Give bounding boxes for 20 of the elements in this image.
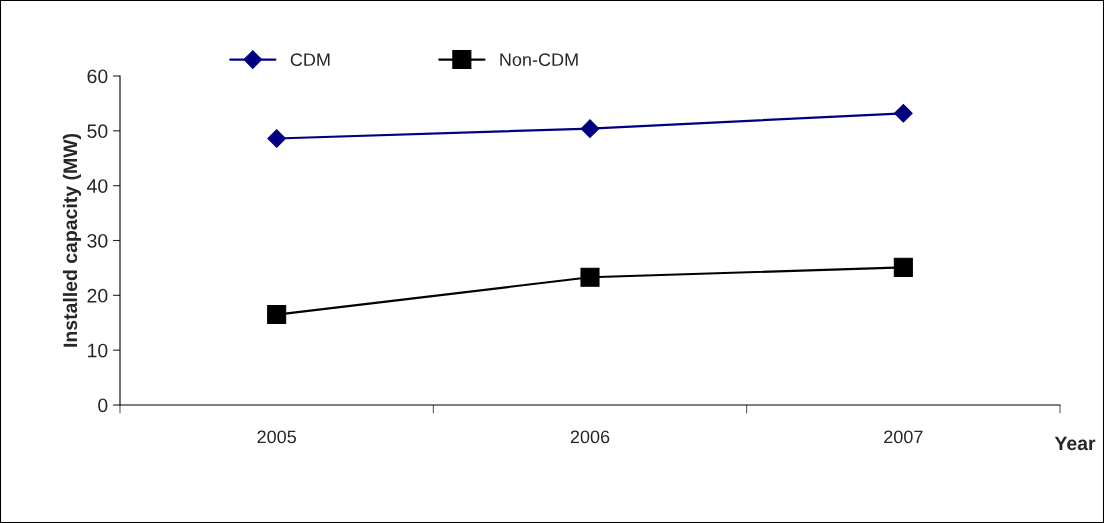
x-axis-title: Year [1054,436,1096,451]
y-tick-label: 60 [87,69,108,84]
legend-label: Non-CDM [500,53,578,67]
y-tick-label: 50 [87,124,108,139]
point [893,103,913,123]
point [267,304,287,325]
y-tick-label: 20 [87,288,108,303]
y-tick-label: 40 [87,179,108,193]
legend-label: CDM [290,53,330,67]
y-tick-label: 30 [87,233,108,248]
x-tick-label: 2006 [570,430,610,444]
point [580,267,600,287]
point [893,257,913,277]
y-tick-label: 10 [88,343,108,358]
point [267,129,287,148]
y-axis-title: Installed capacity (MW) [62,133,82,347]
y-tick-label: 0 [98,398,108,413]
x-tick-label: 2007 [884,430,923,444]
point [580,119,600,138]
x-tick-label: 2005 [257,430,296,444]
